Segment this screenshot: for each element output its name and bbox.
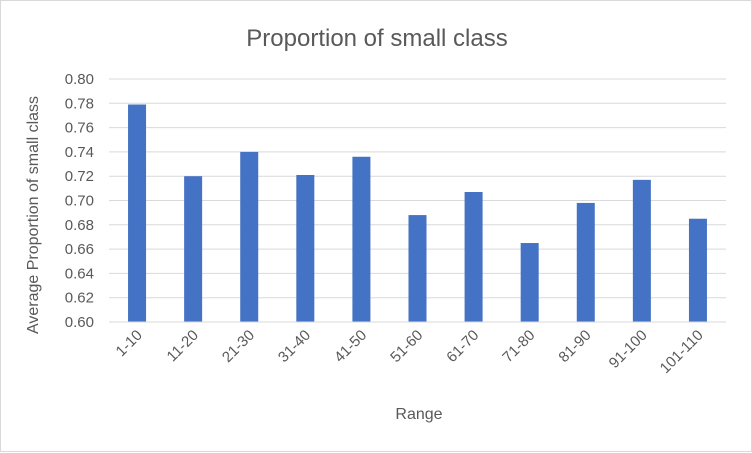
bar-51-60: [408, 215, 427, 322]
y-tick-label: 0.62: [65, 290, 94, 307]
bar-11-20: [184, 176, 203, 322]
x-tick-label: 101-110: [657, 327, 707, 377]
y-tick-label: 0.76: [65, 120, 94, 137]
x-axis-ticks: 1-10 11-20 21-30 31-40 41-50 51-60 61-70 71-80 8…: [113, 327, 707, 377]
bars: [128, 104, 707, 322]
x-tick-label: 11-20: [164, 327, 202, 365]
x-tick-label: 31-40: [275, 327, 314, 366]
bar-71-80: [520, 243, 539, 322]
chart-title: Proportion of small class: [246, 25, 507, 52]
x-tick-label: 51-60: [387, 327, 426, 366]
x-tick-label: 21-30: [219, 327, 258, 366]
bar-1-10: [128, 104, 147, 322]
x-axis-title: Range: [395, 406, 442, 423]
bar-101-110: [688, 218, 707, 322]
y-tick-label: 0.78: [65, 95, 94, 112]
x-tick-label: 91-100: [606, 327, 651, 372]
y-tick-label: 0.60: [65, 314, 94, 331]
gridlines: [109, 78, 726, 299]
x-tick-label: 61-70: [443, 327, 482, 366]
y-tick-label: 0.70: [65, 193, 94, 210]
y-tick-label: 0.80: [65, 71, 94, 88]
bar-21-30: [240, 151, 259, 322]
y-axis-title: Average Proportion of small class: [25, 96, 42, 334]
y-tick-label: 0.66: [65, 241, 94, 258]
bar-61-70: [464, 191, 483, 322]
x-tick-label: 41-50: [331, 327, 370, 366]
bar-81-90: [576, 202, 595, 322]
x-tick-label: 71-80: [499, 327, 538, 366]
y-axis-ticks: 0.60 0.62 0.64 0.66 0.68 0.70 0.72 0.74 0.76 0.78…: [65, 71, 94, 331]
bar-91-100: [632, 179, 651, 322]
bar-31-40: [296, 174, 315, 322]
x-tick-label: 1-10: [113, 327, 146, 360]
x-tick-label: 81-90: [555, 327, 594, 366]
y-tick-label: 0.74: [65, 144, 94, 161]
y-tick-label: 0.68: [65, 217, 94, 234]
bar-41-50: [352, 156, 371, 322]
y-tick-label: 0.72: [65, 168, 94, 185]
y-tick-label: 0.64: [65, 265, 94, 282]
